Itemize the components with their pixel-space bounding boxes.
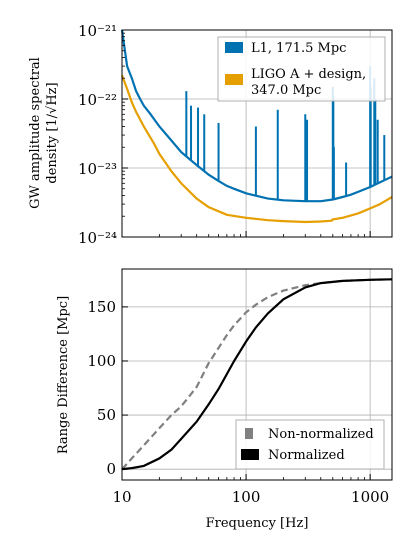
legend-label-ligo-a: LIGO A + design, — [251, 67, 366, 82]
top-series-line-0 — [120, 29, 393, 203]
legend-swatch-normalized — [241, 449, 259, 460]
bottom-ylabel: Range Difference [Mpc] — [56, 296, 71, 454]
bottom-ytick-label: 50 — [97, 406, 116, 424]
legend-swatch-l1 — [225, 42, 243, 53]
bottom-y-tick-labels: 0 50 100 150 — [87, 298, 116, 478]
bottom-xtick-label: 1000 — [351, 488, 389, 506]
top-plot-frame — [121, 29, 393, 238]
legend-label-non-normalized: Non-normalized — [268, 427, 374, 442]
top-legend-box — [217, 36, 386, 102]
bottom-ytick-label: 100 — [87, 352, 116, 370]
legend-swatch-non-normalized — [245, 428, 253, 439]
bottom-legend-box — [235, 419, 385, 470]
top-ticks — [122, 29, 371, 238]
top-ytick-label: 10⁻²¹ — [78, 22, 117, 40]
bottom-xtick-label: 100 — [232, 488, 261, 506]
bottom-plot-frame — [121, 268, 393, 481]
top-ytick-label: 10⁻²⁴ — [78, 229, 117, 247]
top-series-line-1 — [120, 75, 393, 224]
bottom-xtick-label: 10 — [112, 488, 131, 506]
legend-label-ligo-a-line2: 347.0 Mpc — [251, 83, 321, 98]
top-ylabel-line2: density [1/√Hz] — [45, 82, 60, 183]
bottom-xlabel: Frequency [Hz] — [206, 516, 309, 531]
legend-label-normalized: Normalized — [268, 448, 345, 463]
bottom-panel: 0 50 100 150 10 100 1000 Range Difference [Mp… — [56, 268, 393, 531]
top-legend: L1, 171.5 Mpc LIGO A + design, 347.0 Mpc — [217, 36, 386, 102]
legend-swatch-ligo-a — [225, 74, 243, 85]
top-panel: 10⁻²⁴ 10⁻²³ 10⁻²² 10⁻²¹ GW amplitude spectr… — [28, 22, 393, 247]
bottom-series — [121, 278, 393, 471]
top-y-tick-labels: 10⁻²⁴ 10⁻²³ 10⁻²² 10⁻²¹ — [78, 22, 117, 247]
legend-label-l1: L1, 171.5 Mpc — [251, 41, 346, 56]
top-ytick-label: 10⁻²³ — [78, 160, 117, 178]
bottom-ytick-label: 0 — [106, 460, 116, 478]
bottom-ticks — [121, 306, 371, 480]
bottom-x-tick-labels: 10 100 1000 — [112, 488, 389, 506]
bottom-ytick-label: 150 — [87, 298, 116, 316]
bottom-legend: Non-normalized Normalized — [235, 419, 385, 470]
top-ylabel-line1: GW amplitude spectral — [28, 57, 43, 209]
top-ytick-label: 10⁻²² — [78, 91, 117, 109]
top-series — [120, 29, 393, 224]
bottom-series-line-1 — [121, 278, 393, 471]
